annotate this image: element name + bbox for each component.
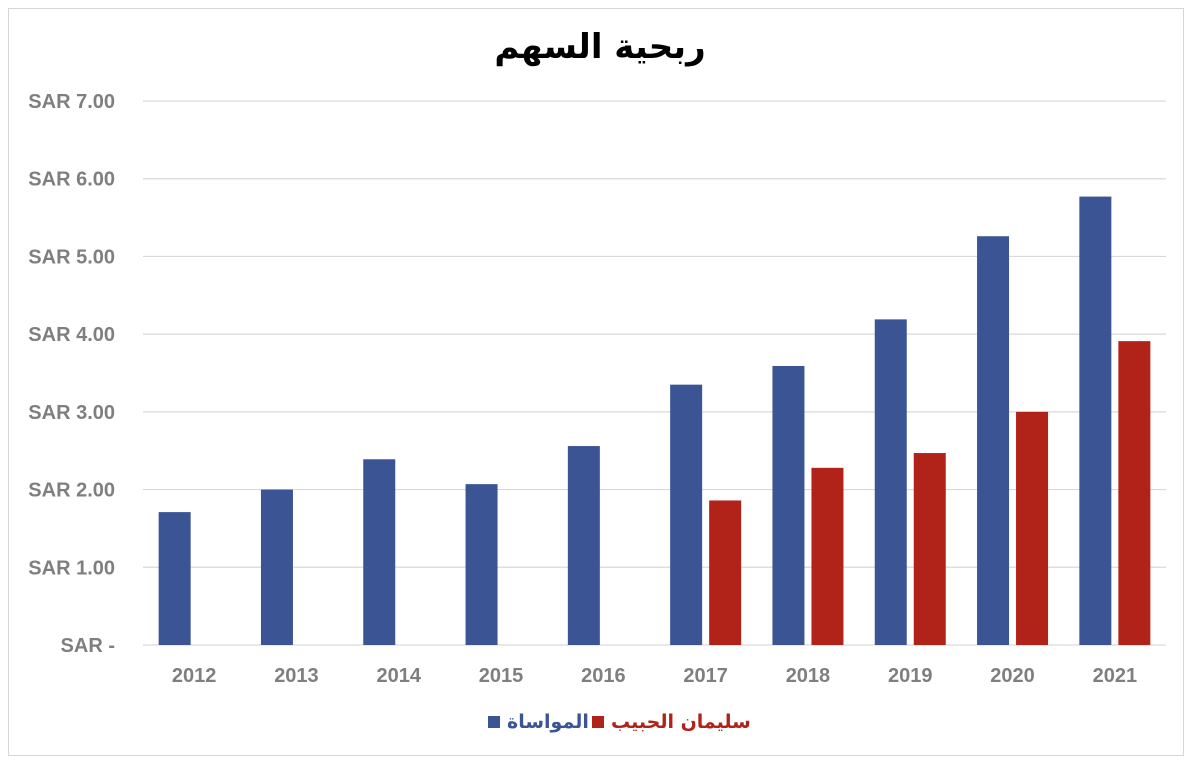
bar-almouwasat-2019 bbox=[874, 319, 907, 645]
chart-title: ربحية السهم bbox=[494, 27, 705, 67]
gridlines bbox=[143, 100, 1166, 646]
bar-alhabib-2019 bbox=[913, 453, 946, 645]
x-tick-label: 2013 bbox=[274, 665, 319, 687]
legend-swatch-alhabib bbox=[592, 716, 604, 728]
bar-alhabib-2017 bbox=[709, 500, 742, 645]
bar-almouwasat-2012 bbox=[158, 512, 191, 645]
y-tick-label: SAR 7.00 bbox=[28, 91, 115, 113]
bar-almouwasat-2013 bbox=[260, 489, 293, 645]
x-tick-label: 2016 bbox=[581, 665, 626, 687]
y-tick-label: SAR 4.00 bbox=[28, 324, 115, 346]
y-tick-label: SAR 5.00 bbox=[28, 246, 115, 268]
legend-label-alhabib: سليمان الحبيب bbox=[611, 711, 751, 733]
bar-almouwasat-2016 bbox=[567, 446, 600, 645]
x-axis-ticks: 2012 2013 2014 2015 2016 2017 2018 2019 2020 2021 bbox=[172, 665, 1137, 687]
bar-alhabib-2021 bbox=[1118, 341, 1151, 645]
bar-almouwasat-2021 bbox=[1079, 196, 1112, 646]
y-axis-ticks: SAR - SAR 1.00 SAR 2.00 SAR 3.00 SAR 4.00 SAR… bbox=[28, 91, 115, 657]
x-tick-label: 2017 bbox=[683, 665, 728, 687]
bars bbox=[158, 196, 1151, 646]
y-tick-label: SAR 6.00 bbox=[28, 169, 115, 191]
legend: المواساة سليمان الحبيب bbox=[488, 711, 751, 733]
bar-alhabib-2018 bbox=[811, 467, 844, 645]
y-tick-label: SAR - bbox=[61, 635, 115, 657]
x-tick-label: 2020 bbox=[990, 665, 1035, 687]
x-tick-label: 2014 bbox=[377, 665, 422, 687]
legend-swatch-almouwasat bbox=[488, 716, 500, 728]
bar-almouwasat-2015 bbox=[465, 484, 498, 645]
y-tick-label: SAR 2.00 bbox=[28, 480, 115, 502]
y-tick-label: SAR 3.00 bbox=[28, 402, 115, 424]
x-tick-label: 2012 bbox=[172, 665, 217, 687]
x-tick-label: 2018 bbox=[786, 665, 831, 687]
bar-almouwasat-2017 bbox=[670, 384, 703, 645]
bar-almouwasat-2014 bbox=[363, 459, 396, 645]
legend-label-almouwasat: المواساة bbox=[507, 711, 589, 733]
x-tick-label: 2021 bbox=[1093, 665, 1138, 687]
x-tick-label: 2019 bbox=[888, 665, 933, 687]
bar-almouwasat-2018 bbox=[772, 366, 805, 645]
y-tick-label: SAR 1.00 bbox=[28, 557, 115, 579]
bar-alhabib-2020 bbox=[1016, 411, 1049, 645]
bar-almouwasat-2020 bbox=[977, 236, 1010, 646]
x-tick-label: 2015 bbox=[479, 665, 524, 687]
